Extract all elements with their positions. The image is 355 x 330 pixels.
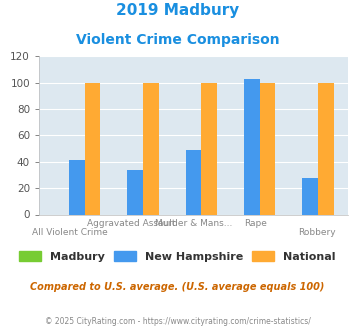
- Bar: [318, 82, 334, 214]
- Bar: [84, 82, 100, 214]
- Text: Murder & Mans...: Murder & Mans...: [155, 219, 232, 228]
- Text: Aggravated Assault: Aggravated Assault: [87, 219, 176, 228]
- Bar: [143, 82, 159, 214]
- Bar: [244, 79, 260, 214]
- Bar: [127, 170, 143, 214]
- Text: Rape: Rape: [244, 219, 267, 228]
- Bar: [69, 160, 84, 214]
- Text: Robbery: Robbery: [298, 228, 336, 237]
- Bar: [201, 82, 217, 214]
- Text: Compared to U.S. average. (U.S. average equals 100): Compared to U.S. average. (U.S. average …: [30, 282, 325, 292]
- Text: Violent Crime Comparison: Violent Crime Comparison: [76, 33, 279, 47]
- Text: All Violent Crime: All Violent Crime: [32, 228, 108, 237]
- Bar: [260, 82, 275, 214]
- Bar: [186, 150, 201, 214]
- Text: 2019 Madbury: 2019 Madbury: [116, 3, 239, 18]
- Bar: [302, 178, 318, 214]
- Text: © 2025 CityRating.com - https://www.cityrating.com/crime-statistics/: © 2025 CityRating.com - https://www.city…: [45, 317, 310, 326]
- Legend: Madbury, New Hampshire, National: Madbury, New Hampshire, National: [15, 247, 340, 266]
